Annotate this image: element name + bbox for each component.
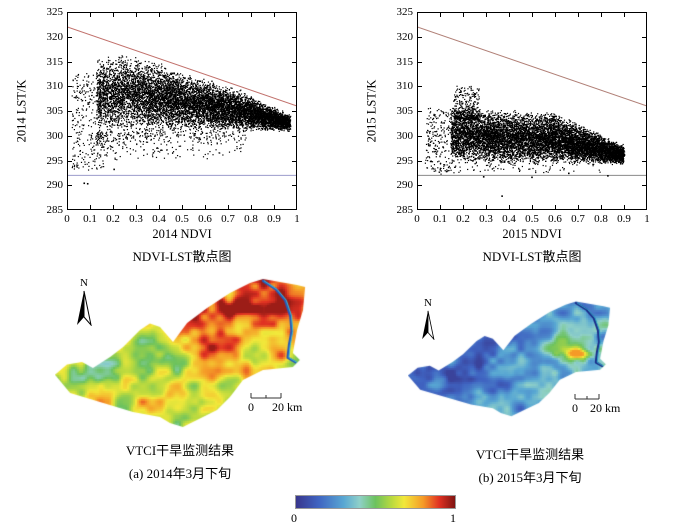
x-tick-label: 0 — [64, 213, 70, 225]
x-tick-label: 1 — [294, 213, 300, 225]
scatter-canvas-2015 — [417, 12, 647, 210]
x-tick-label: 0.8 — [244, 213, 258, 225]
x-tick-label: 0 — [414, 213, 420, 225]
y-tick-label: 295 — [396, 154, 414, 167]
colorbar-min-label: 0 — [291, 511, 297, 525]
x-tick-label: 0.2 — [456, 213, 470, 225]
vtci-map-2015 — [408, 300, 618, 420]
x-axis-label-2014: 2014 NDVI — [152, 227, 212, 241]
map-caption-2015: VTCI干旱监测结果 — [475, 447, 585, 462]
scatter-canvas-2014 — [67, 12, 297, 210]
y-tick-label: 325 — [46, 6, 64, 18]
x-tick-label: 0.3 — [479, 213, 493, 225]
y-tick-label: 315 — [46, 55, 64, 68]
north-label-2014: N — [80, 277, 88, 289]
x-tick-label: 0.3 — [129, 213, 143, 225]
y-tick-label: 320 — [46, 30, 64, 43]
north-label-2015: N — [424, 297, 432, 309]
x-tick-label: 0.7 — [221, 213, 235, 225]
plot-caption-2014: NDVI-LST散点图 — [132, 249, 232, 264]
x-tick-label: 0.5 — [525, 213, 539, 225]
x-tick-label: 0.1 — [433, 213, 447, 225]
y-tick-label: 285 — [396, 204, 414, 216]
x-tick-label: 0.8 — [594, 213, 608, 225]
x-tick-label: 0.6 — [548, 213, 562, 225]
x-tick-label: 0.4 — [152, 213, 166, 225]
plot-caption-2015: NDVI-LST散点图 — [482, 249, 582, 264]
x-tick-label: 0.4 — [502, 213, 516, 225]
scale-bar-line-icon — [574, 394, 600, 400]
y-tick-label: 300 — [46, 129, 64, 142]
y-tick-label: 290 — [46, 179, 64, 192]
y-tick-label: 300 — [396, 129, 414, 142]
x-tick-label: 0.6 — [198, 213, 212, 225]
y-tick-label: 305 — [396, 105, 414, 117]
x-tick-label: 0.9 — [267, 213, 281, 225]
scale-bar-distance: 20 km — [590, 401, 621, 415]
x-tick-label: 0.2 — [106, 213, 120, 225]
scale-bar-zero: 0 — [572, 401, 578, 415]
x-axis-label-2015: 2015 NDVI — [502, 227, 562, 241]
scale-bar-2014: 0 20 km — [246, 391, 318, 415]
y-tick-label: 305 — [46, 105, 64, 117]
vtci-map-2014 — [55, 277, 315, 432]
y-tick-label: 310 — [396, 80, 414, 93]
x-tick-label: 0.7 — [571, 213, 585, 225]
y-tick-label: 320 — [396, 30, 414, 43]
vtci-colorbar — [295, 495, 456, 509]
y-tick-label: 325 — [396, 6, 414, 18]
x-tick-label: 1 — [644, 213, 650, 225]
north-arrow-icon-2014 — [77, 290, 92, 326]
y-tick-label: 295 — [46, 154, 64, 167]
scale-bar-line-icon — [250, 393, 282, 399]
y-tick-label: 315 — [396, 55, 414, 68]
scale-bar-zero: 0 — [248, 400, 254, 414]
north-arrow-icon-2015 — [422, 310, 435, 340]
map-subcaption-2015: (b) 2015年3月下旬 — [478, 470, 582, 485]
scale-bar-distance: 20 km — [272, 400, 303, 414]
map-subcaption-2014: (a) 2014年3月下旬 — [128, 466, 232, 481]
y-tick-label: 310 — [46, 80, 64, 93]
x-tick-label: 0.9 — [617, 213, 631, 225]
y-tick-label: 285 — [46, 204, 64, 216]
colorbar-max-label: 1 — [450, 511, 456, 525]
map-caption-2014: VTCI干旱监测结果 — [125, 443, 235, 458]
scale-bar-2015: 0 20 km — [570, 392, 642, 416]
x-tick-label: 0.5 — [175, 213, 189, 225]
y-tick-label: 290 — [396, 179, 414, 192]
x-tick-label: 0.1 — [83, 213, 97, 225]
